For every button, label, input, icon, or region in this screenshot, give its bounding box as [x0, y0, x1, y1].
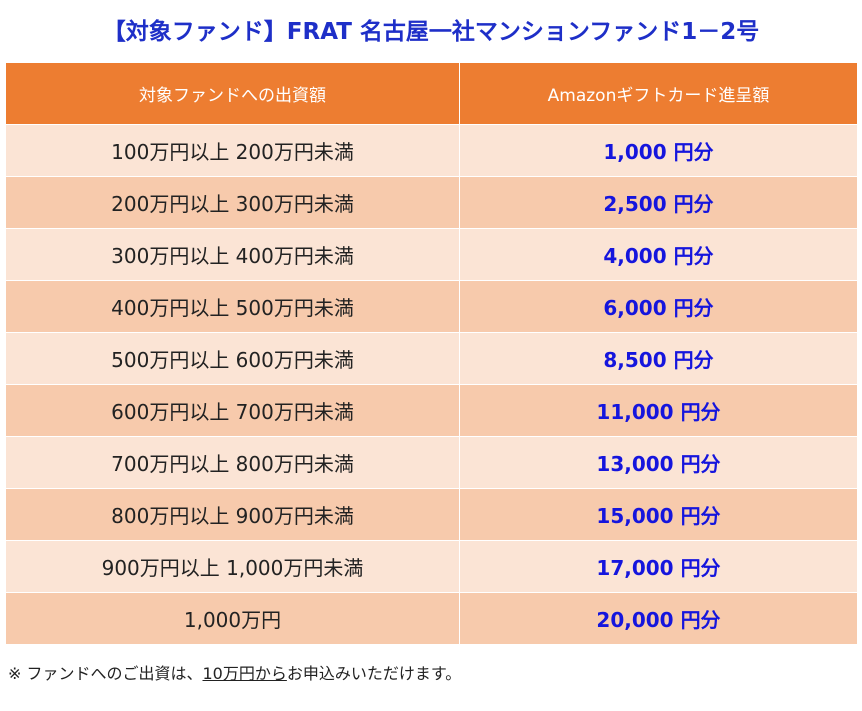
gift-amount-cell: 20,000 円分 — [459, 592, 858, 645]
table-header-row: 対象ファンドへの出資額 Amazonギフトカード進呈額 — [5, 62, 858, 125]
investment-range-cell: 200万円以上 300万円未満 — [5, 176, 460, 229]
investment-range-cell: 100万円以上 200万円未満 — [5, 124, 460, 177]
investment-range-cell: 300万円以上 400万円未満 — [5, 228, 460, 281]
table-row: 600万円以上 700万円未満 11,000 円分 — [5, 384, 858, 437]
table-row: 200万円以上 300万円未満 2,500 円分 — [5, 176, 858, 229]
gift-amount-cell: 6,000 円分 — [459, 280, 858, 333]
table-row: 300万円以上 400万円未満 4,000 円分 — [5, 228, 858, 281]
investment-range-cell: 1,000万円 — [5, 592, 460, 645]
gift-amount-cell: 15,000 円分 — [459, 488, 858, 541]
gift-amount-cell: 8,500 円分 — [459, 332, 858, 385]
footnote: ※ ファンドへのご出資は、10万円からお申込みいただけます。 — [8, 660, 461, 684]
column-header-investment: 対象ファンドへの出資額 — [5, 62, 460, 125]
table-row: 500万円以上 600万円未満 8,500 円分 — [5, 332, 858, 385]
table-row: 800万円以上 900万円未満 15,000 円分 — [5, 488, 858, 541]
investment-range-cell: 900万円以上 1,000万円未満 — [5, 540, 460, 593]
page-title: 【対象ファンド】FRAT 名古屋一社マンションファンド1－2号 — [102, 19, 760, 45]
gift-amount-cell: 2,500 円分 — [459, 176, 858, 229]
footnote-minimum-amount: 10万円から — [202, 664, 287, 683]
gift-amount-cell: 4,000 円分 — [459, 228, 858, 281]
gift-amount-cell: 13,000 円分 — [459, 436, 858, 489]
investment-range-cell: 700万円以上 800万円未満 — [5, 436, 460, 489]
column-header-gift-card: Amazonギフトカード進呈額 — [459, 62, 858, 125]
footnote-suffix: お申込みいただけます。 — [286, 664, 462, 683]
investment-range-cell: 800万円以上 900万円未満 — [5, 488, 460, 541]
investment-range-cell: 400万円以上 500万円未満 — [5, 280, 460, 333]
table-row: 700万円以上 800万円未満 13,000 円分 — [5, 436, 858, 489]
gift-amount-cell: 11,000 円分 — [459, 384, 858, 437]
table-row: 1,000万円 20,000 円分 — [5, 592, 858, 645]
footnote-prefix: ※ ファンドへのご出資は、 — [8, 664, 203, 683]
table-row: 900万円以上 1,000万円未満 17,000 円分 — [5, 540, 858, 593]
investment-range-cell: 600万円以上 700万円未満 — [5, 384, 460, 437]
table-row: 100万円以上 200万円未満 1,000 円分 — [5, 124, 858, 177]
gift-amount-cell: 17,000 円分 — [459, 540, 858, 593]
gift-amount-cell: 1,000 円分 — [459, 124, 858, 177]
table-row: 400万円以上 500万円未満 6,000 円分 — [5, 280, 858, 333]
investment-range-cell: 500万円以上 600万円未満 — [5, 332, 460, 385]
reward-table: 対象ファンドへの出資額 Amazonギフトカード進呈額 100万円以上 200万… — [5, 62, 858, 645]
